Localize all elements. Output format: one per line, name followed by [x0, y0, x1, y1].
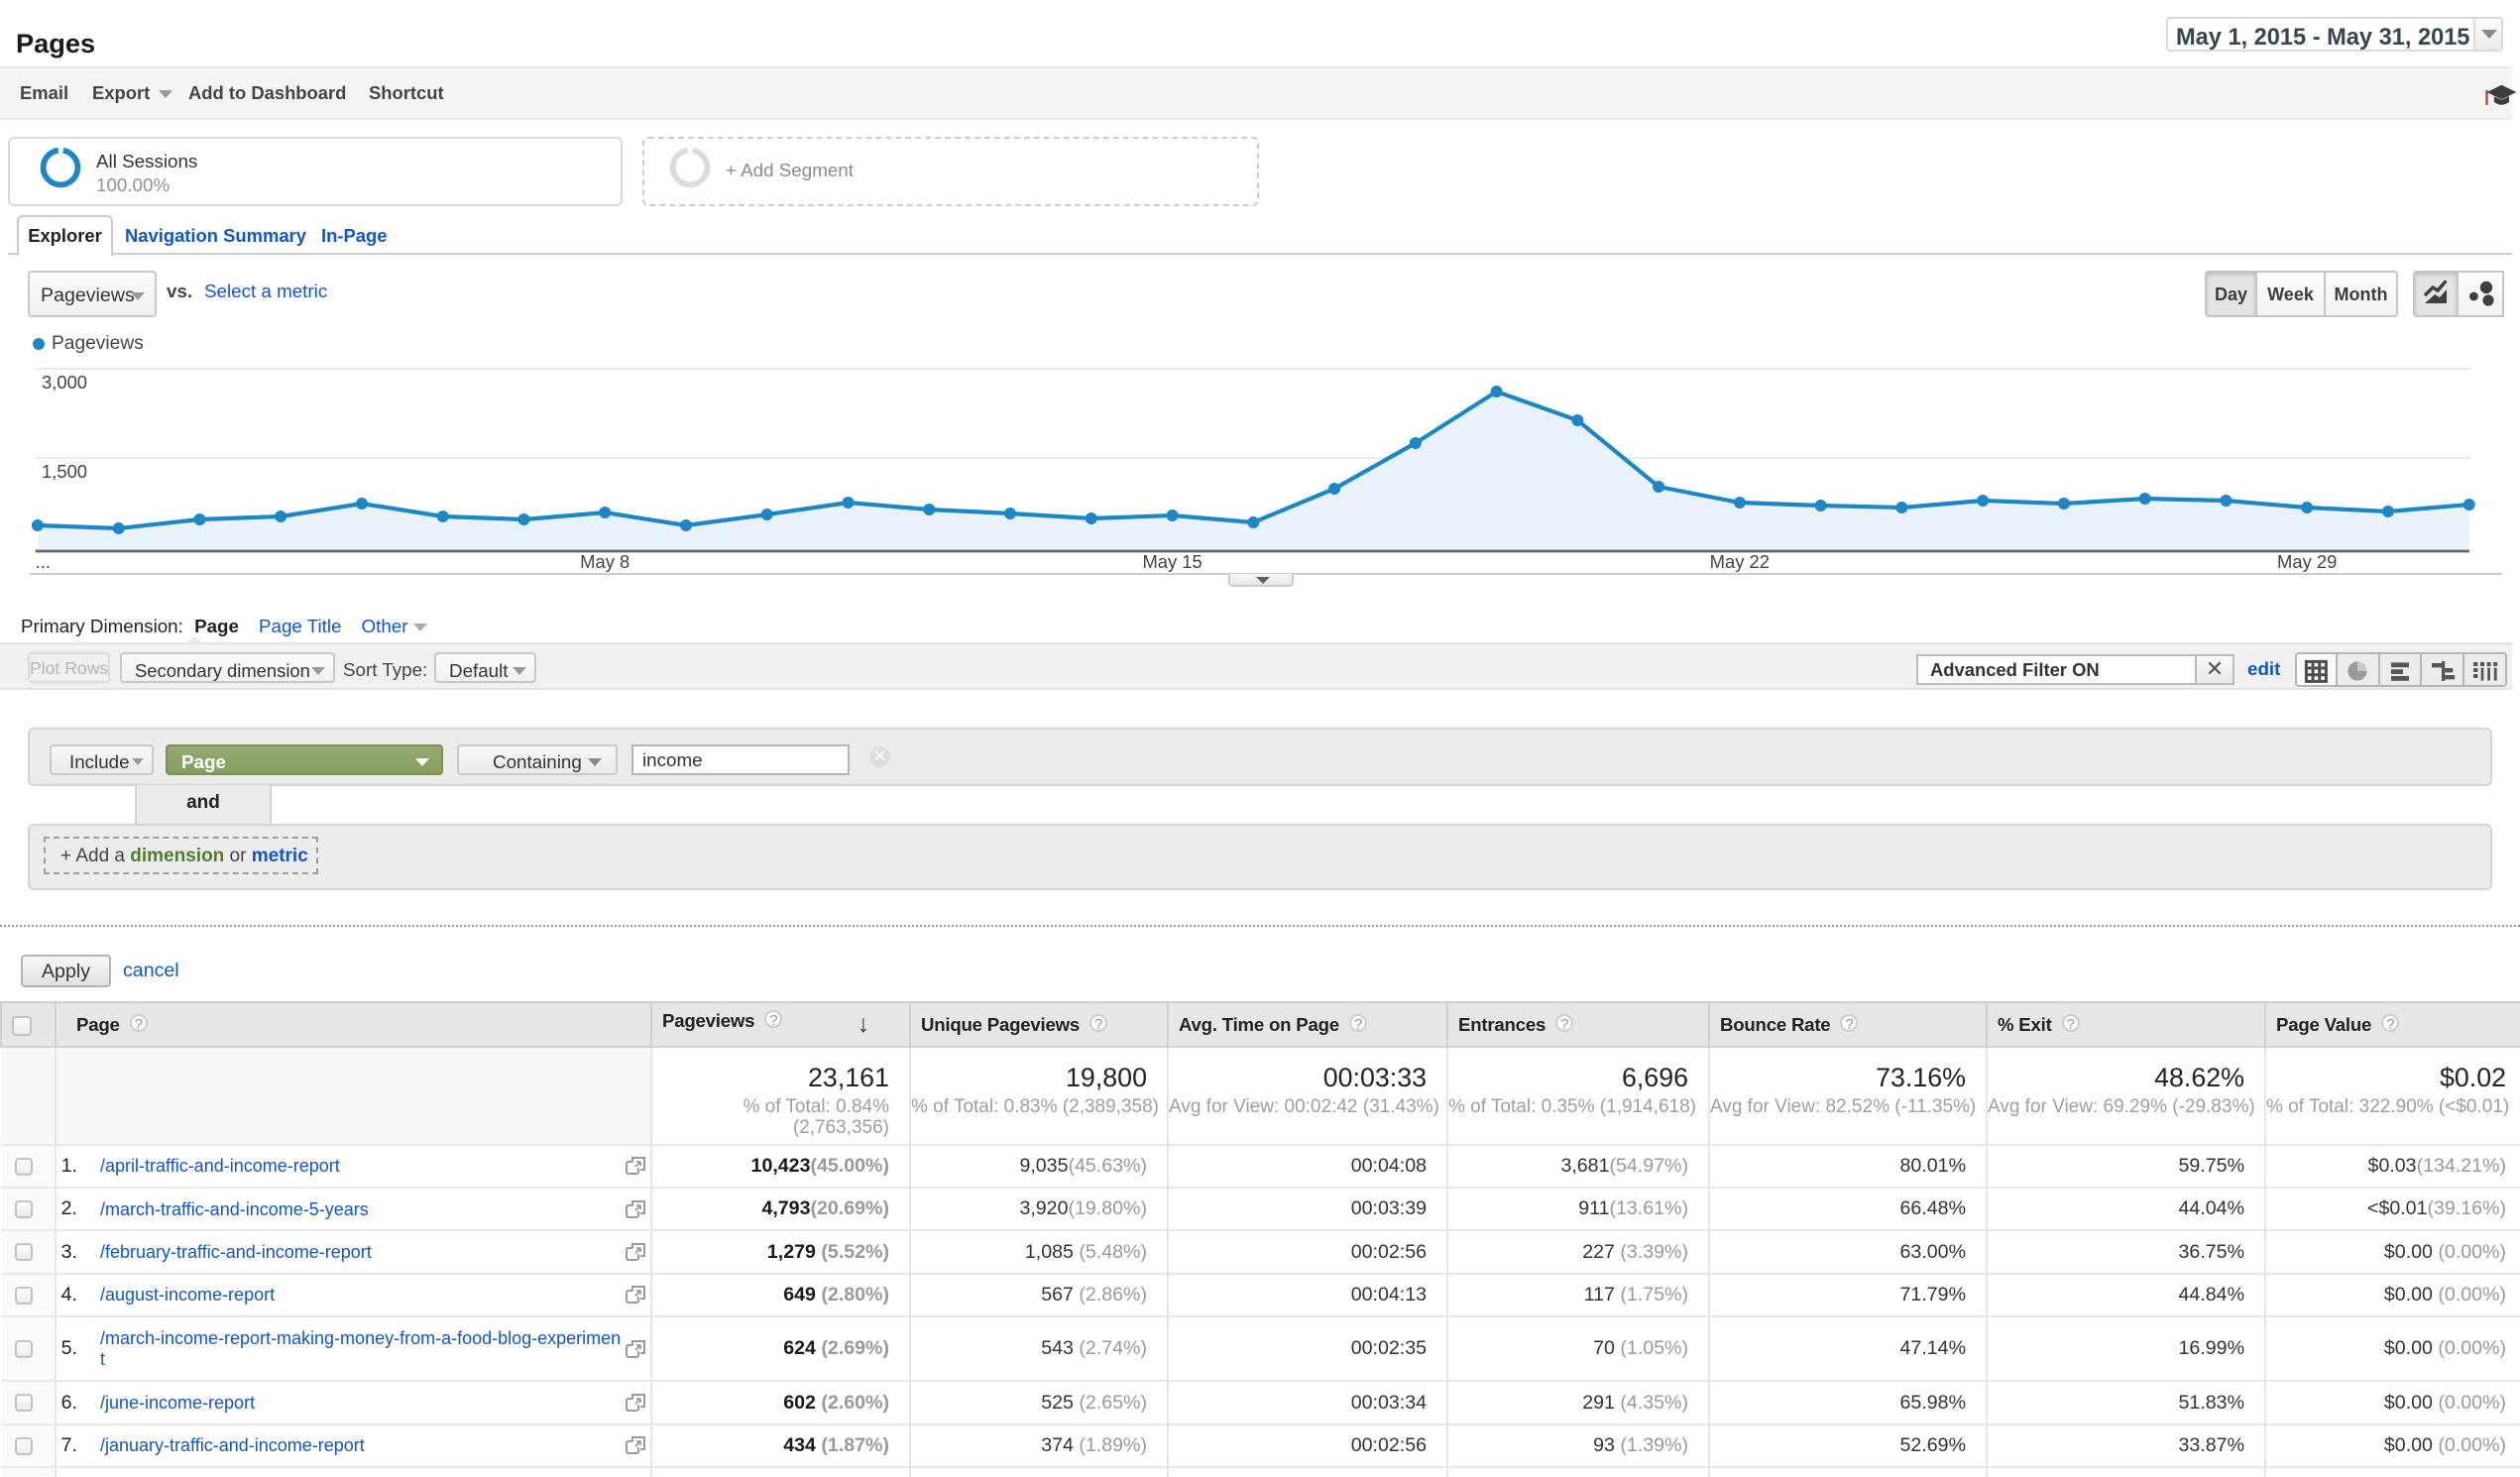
svg-text:1,500: 1,500 [42, 461, 87, 482]
svg-text:May 22: May 22 [1710, 551, 1770, 572]
svg-text:May 8: May 8 [580, 551, 630, 572]
svg-text:...: ... [36, 551, 51, 572]
svg-text:3,000: 3,000 [42, 372, 87, 393]
svg-text:May 15: May 15 [1142, 551, 1202, 572]
svg-text:May 29: May 29 [2277, 551, 2337, 572]
